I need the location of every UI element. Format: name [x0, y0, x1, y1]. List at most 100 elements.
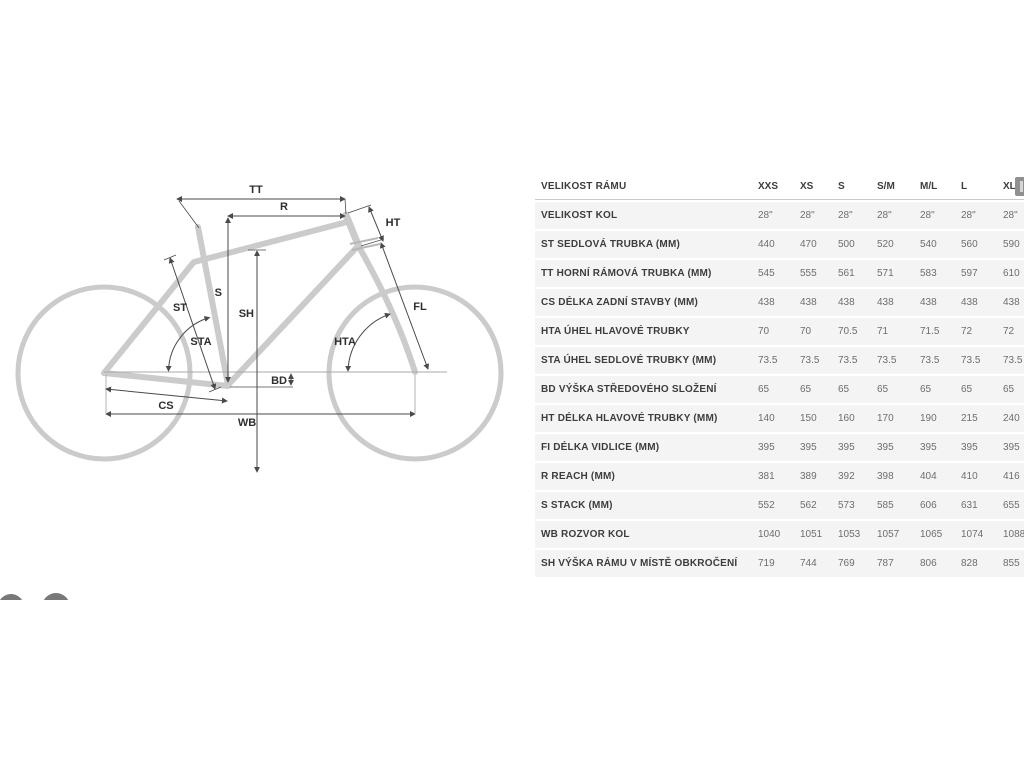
dimension-labels: TT R HT S SH ST STA HTA FL BD CS WB	[158, 184, 427, 429]
spec-value: 562	[800, 500, 817, 511]
spec-value: 215	[961, 413, 978, 424]
spec-value: 438	[920, 297, 937, 308]
spec-value: 583	[920, 268, 937, 279]
spec-value: 416	[1003, 471, 1020, 482]
dim-ht	[368, 206, 384, 242]
size-column-header: S/M	[877, 180, 895, 192]
spec-value: 140	[758, 413, 775, 424]
spec-value: 1053	[838, 529, 861, 540]
spec-value: 65	[800, 384, 812, 395]
spec-value: 28"	[758, 210, 773, 221]
spec-value: 438	[758, 297, 775, 308]
spec-label: TT HORNÍ RÁMOVÁ TRUBKA (MM)	[541, 268, 712, 279]
spec-value: 560	[961, 239, 978, 250]
spec-value: 520	[877, 239, 894, 250]
spec-value: 806	[920, 558, 937, 569]
seat-tube	[195, 224, 231, 388]
spec-value: 1074	[961, 529, 984, 540]
label-st: ST	[173, 302, 187, 314]
spec-row: STA ÚHEL SEDLOVÉ TRUBKY (MM) 73.5 73.5 73.5…	[535, 347, 1024, 374]
spec-value: 655	[1003, 500, 1020, 511]
label-cs: CS	[158, 400, 173, 412]
spec-value: 381	[758, 471, 775, 482]
label-r: R	[280, 201, 288, 213]
spec-value: 71.5	[920, 326, 940, 337]
spec-value: 392	[838, 471, 855, 482]
spec-table-header: VELIKOST RÁMU XXS XS S S/M M/L L XL	[535, 173, 1024, 200]
spec-value: 395	[877, 442, 894, 453]
spec-value: 545	[758, 268, 775, 279]
spec-row: VELIKOST KOL 28" 28" 28" 28" 28" 28" 28"	[535, 202, 1024, 229]
spec-value: 1065	[920, 529, 943, 540]
spec-value: 398	[877, 471, 894, 482]
spec-value: 65	[838, 384, 850, 395]
spec-label: ST SEDLOVÁ TRUBKA (MM)	[541, 239, 681, 250]
spec-value: 395	[961, 442, 978, 453]
spec-label: WB ROZVOR KOL	[541, 529, 630, 540]
spec-value: 555	[800, 268, 817, 279]
spec-label: BD VÝŠKA STŘEDOVÉHO SLOŽENÍ	[541, 384, 717, 395]
spec-value: 395	[920, 442, 937, 453]
spec-label: STA ÚHEL SEDLOVÉ TRUBKY (MM)	[541, 355, 717, 366]
spec-value: 769	[838, 558, 855, 569]
spec-value: 73.5	[1003, 355, 1023, 366]
spec-value: 70.5	[838, 326, 858, 337]
spec-value: 28"	[800, 210, 815, 221]
down-tube	[225, 243, 361, 388]
label-sh: SH	[239, 308, 254, 320]
spec-value: 590	[1003, 239, 1020, 250]
spec-value: 71	[877, 326, 889, 337]
spec-label: S STACK (MM)	[541, 500, 613, 511]
spec-value: 744	[800, 558, 817, 569]
table-corner-button[interactable]	[1015, 177, 1024, 196]
spec-value: 470	[800, 239, 817, 250]
spec-value: 610	[1003, 268, 1020, 279]
size-column-header: XXS	[758, 180, 779, 192]
spec-value: 438	[1003, 297, 1020, 308]
spec-value: 585	[877, 500, 894, 511]
dimension-lines	[104, 196, 447, 473]
spec-label: SH VÝŠKA RÁMU V MÍSTĚ OBKROČENÍ	[541, 558, 738, 569]
spec-value: 28"	[961, 210, 976, 221]
spec-value: 410	[961, 471, 978, 482]
spec-row: HT DÉLKA HLAVOVÉ TRUBKY (MM) 140 150 160 170…	[535, 405, 1024, 432]
geometry-table: VELIKOST RÁMU XXS XS S S/M M/L L XL VELIKOST K…	[535, 173, 1024, 579]
fork	[356, 244, 418, 375]
cutoff-thumbnails	[0, 593, 69, 600]
spec-value: 395	[838, 442, 855, 453]
chainstay	[101, 370, 231, 389]
spec-value: 597	[961, 268, 978, 279]
size-column-header: S	[838, 180, 845, 192]
spec-value: 1057	[877, 529, 900, 540]
spec-label: R REACH (MM)	[541, 471, 616, 482]
spec-value: 440	[758, 239, 775, 250]
spec-value: 855	[1003, 558, 1020, 569]
spec-value: 150	[800, 413, 817, 424]
spec-value: 395	[800, 442, 817, 453]
spec-value: 65	[920, 384, 932, 395]
label-wb: WB	[238, 417, 256, 429]
spec-table-title: VELIKOST RÁMU	[541, 180, 627, 192]
spec-row: FI DÉLKA VIDLICE (MM) 395 395 395 395 395 395 3…	[535, 434, 1024, 461]
spec-label: VELIKOST KOL	[541, 210, 618, 221]
spec-value: 73.5	[838, 355, 858, 366]
spec-value: 404	[920, 471, 937, 482]
spec-value: 73.5	[758, 355, 778, 366]
spec-label: HT DÉLKA HLAVOVÉ TRUBKY (MM)	[541, 413, 718, 424]
spec-value: 389	[800, 471, 817, 482]
label-tt: TT	[249, 184, 263, 196]
spec-row: HTA ÚHEL HLAVOVÉ TRUBKY 70 70 70.5 71 71.5 72 7…	[535, 318, 1024, 345]
spec-value: 1088	[1003, 529, 1024, 540]
spec-value: 438	[838, 297, 855, 308]
spec-value: 631	[961, 500, 978, 511]
spec-value: 160	[838, 413, 855, 424]
spec-value: 65	[1003, 384, 1015, 395]
label-s: S	[215, 287, 222, 299]
label-bd: BD	[271, 375, 287, 387]
label-sta: STA	[190, 336, 211, 348]
size-column-header: M/L	[920, 180, 938, 192]
spec-value: 73.5	[877, 355, 897, 366]
spec-value: 500	[838, 239, 855, 250]
spec-value: 552	[758, 500, 775, 511]
spec-label: HTA ÚHEL HLAVOVÉ TRUBKY	[541, 326, 690, 337]
